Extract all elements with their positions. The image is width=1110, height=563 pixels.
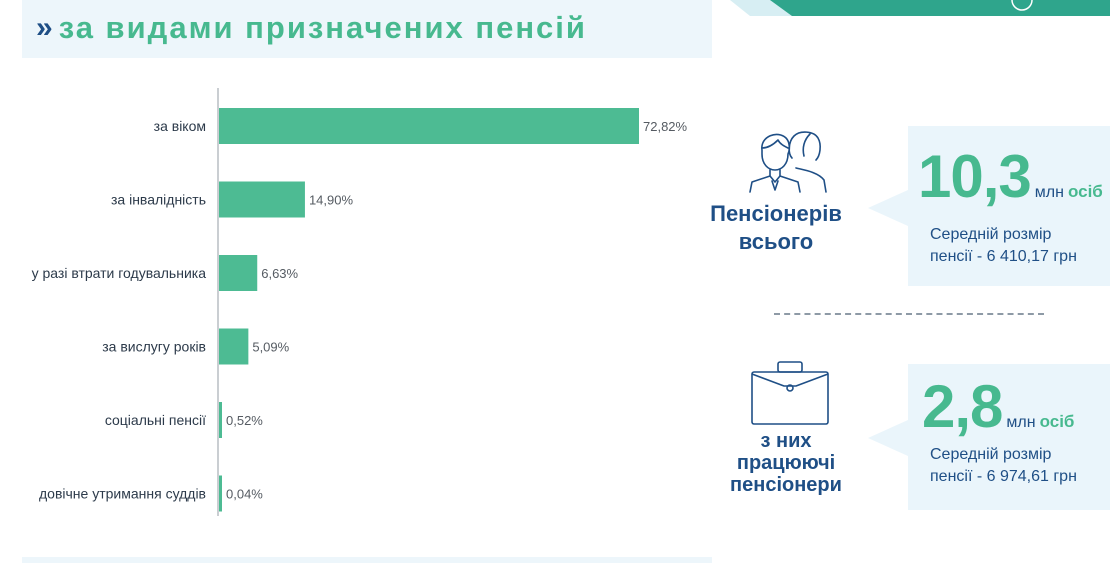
footer-band [22, 557, 712, 563]
working-pensioners-label: з них працюючі пенсіонери [716, 430, 856, 496]
value-label: 0,52% [226, 413, 263, 428]
label-line: Пенсіонерів [710, 201, 842, 226]
category-label: соціальні пенсії [105, 412, 206, 428]
chart-bar [219, 255, 258, 291]
label-line: пенсіонери [730, 474, 842, 496]
pensioners-total-label: Пенсіонерів всього [706, 200, 846, 256]
chevron-right-icon: » [36, 11, 53, 44]
value-label: 14,90% [309, 193, 354, 208]
category-label: за вислугу років [102, 339, 206, 355]
header-corner-decoration [730, 0, 1110, 16]
label-line: з них [760, 430, 812, 452]
label-line: всього [738, 229, 814, 254]
category-label: довічне утримання суддів [39, 486, 206, 502]
page-title-text: за видами призначених пенсій [58, 10, 587, 45]
chart-bar [219, 402, 222, 438]
chart-bar [219, 108, 639, 144]
chart-bar [219, 475, 222, 512]
value-label: 0,04% [226, 487, 263, 502]
label-line: працюючі [736, 452, 836, 474]
category-label: у разі втрати годувальника [32, 265, 207, 281]
header-band [22, 0, 712, 58]
chart-bar [219, 328, 249, 365]
briefcase-icon [751, 361, 829, 425]
dashed-divider [774, 313, 1044, 315]
page-title: » за видами призначених пенсій [36, 8, 587, 48]
value-label: 5,09% [252, 340, 289, 355]
pension-types-bar-chart: за віком 72,82% за інвалідність 14,90% у раз… [32, 88, 688, 516]
category-label: за інвалідність [111, 192, 206, 208]
working-pensioners-panel [868, 364, 1110, 510]
people-icon [749, 131, 827, 193]
pensioners-total-number: 10,3 млн осіб [918, 143, 1103, 210]
working-pensioners-average: Середній розмір пенсії - 6 974,61 грн [930, 446, 1077, 485]
value-label: 6,63% [261, 266, 298, 281]
chart-bar [219, 181, 305, 218]
working-pensioners-number: 2,8 млн осіб [922, 373, 1075, 440]
value-label: 72,82% [643, 119, 688, 134]
pensioners-total-average: Середній розмір пенсії - 6 410,17 грн [930, 226, 1077, 265]
pensioners-total-panel [868, 126, 1110, 286]
category-label: за віком [154, 118, 206, 134]
